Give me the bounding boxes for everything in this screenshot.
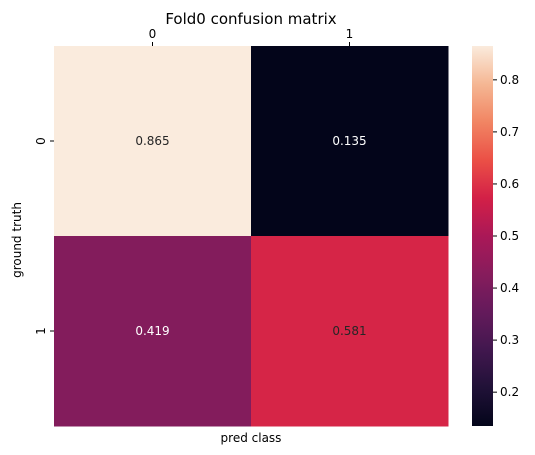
- cell-value-label: 0.581: [332, 324, 366, 338]
- cell-value-label: 0.865: [135, 134, 169, 148]
- heatmap-cell: [251, 236, 449, 427]
- colorbar-tick-label: 0.8: [500, 73, 519, 87]
- heatmap-cell: [54, 46, 252, 237]
- y-axis-label: ground truth: [10, 202, 24, 278]
- colorbar-tick-label: 0.6: [500, 177, 519, 191]
- cell-value-label: 0.419: [135, 324, 169, 338]
- colorbar: [472, 46, 493, 426]
- heatmap-cells: 0.865 0.135 0.419 0.581: [54, 46, 449, 427]
- y-axis-ticks: 01: [34, 137, 54, 335]
- colorbar-tick-label: 0.2: [500, 385, 519, 399]
- colorbar-tick-label: 0.5: [500, 229, 519, 243]
- colorbar-tick-label: 0.4: [500, 281, 519, 295]
- colorbar-tick-label: 0.7: [500, 125, 519, 139]
- y-tick-label: 0: [34, 137, 48, 145]
- colorbar-ticks: 0.2 0.3 0.4 0.5 0.6 0.7 0.8: [493, 73, 519, 399]
- heatmap-cell: [251, 46, 449, 237]
- x-axis-label: pred class: [221, 431, 282, 445]
- heatmap-cell: [54, 236, 252, 427]
- y-tick-label: 1: [34, 327, 48, 335]
- x-tick-label: 1: [346, 27, 354, 41]
- colorbar-tick-label: 0.3: [500, 333, 519, 347]
- chart-title: Fold0 confusion matrix: [165, 10, 336, 28]
- x-tick-label: 0: [149, 27, 157, 41]
- cell-value-label: 0.135: [332, 134, 366, 148]
